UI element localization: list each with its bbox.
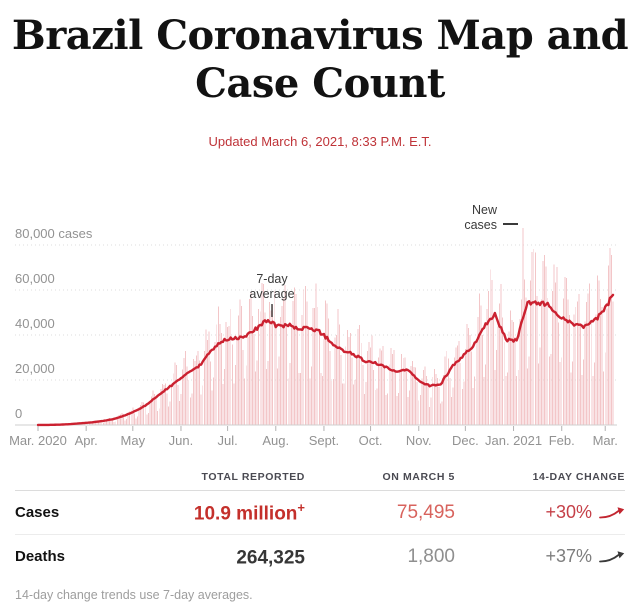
svg-text:40,000: 40,000 bbox=[15, 316, 55, 331]
svg-text:Aug.: Aug. bbox=[262, 433, 289, 448]
svg-text:Apr.: Apr. bbox=[75, 433, 98, 448]
cases-chart-container: 0 20,000 40,000 60,000 80,000 cases Mar. 2020… bbox=[0, 195, 640, 455]
svg-text:Jan. 2021: Jan. 2021 bbox=[485, 433, 542, 448]
svg-text:Nov.: Nov. bbox=[406, 433, 432, 448]
svg-text:cases: cases bbox=[464, 218, 497, 232]
page-title: Brazil Coronavirus Map and Case Count bbox=[0, 0, 640, 108]
y-axis-labels: 0 20,000 40,000 60,000 80,000 cases bbox=[15, 226, 93, 421]
deaths-14-day-change: +37% bbox=[455, 546, 625, 567]
cases-14-day-change: +30% bbox=[455, 502, 625, 523]
svg-text:20,000: 20,000 bbox=[15, 361, 55, 376]
svg-text:Sept.: Sept. bbox=[309, 433, 339, 448]
page-title-line-1: Brazil Coronavirus Map and bbox=[11, 12, 629, 59]
page-title-line-2: Case Count bbox=[195, 60, 445, 107]
svg-text:Feb.: Feb. bbox=[549, 433, 575, 448]
svg-text:80,000 cases: 80,000 cases bbox=[15, 226, 93, 241]
deaths-row-label: Deaths bbox=[15, 548, 66, 565]
svg-text:Mar.: Mar. bbox=[593, 433, 618, 448]
summary-table: TOTAL REPORTED ON MARCH 5 14-DAY CHANGE … bbox=[15, 465, 625, 578]
svg-text:Jul.: Jul. bbox=[217, 433, 237, 448]
deaths-total-value: 264,325 bbox=[236, 547, 305, 569]
svg-text:7-day: 7-day bbox=[256, 272, 288, 286]
deaths-on-date-value: 1,800 bbox=[407, 545, 455, 567]
svg-text:Oct.: Oct. bbox=[359, 433, 383, 448]
daily-cases-chart: 0 20,000 40,000 60,000 80,000 cases Mar. 2020… bbox=[9, 203, 618, 448]
updated-timestamp: Updated March 6, 2021, 8:33 P.M. E.T. bbox=[208, 134, 432, 149]
svg-text:Mar. 2020: Mar. 2020 bbox=[9, 433, 67, 448]
cases-total-plus: + bbox=[297, 499, 305, 515]
column-header-14-day-change: 14-DAY CHANGE bbox=[532, 471, 625, 483]
table-row-deaths: Deaths 264,325 1,800 +37% bbox=[15, 535, 625, 578]
svg-text:average: average bbox=[249, 287, 294, 301]
svg-text:0: 0 bbox=[15, 406, 22, 421]
x-axis-ticks bbox=[37, 426, 606, 431]
column-header-total-reported: TOTAL REPORTED bbox=[201, 471, 305, 483]
seven-day-average-line bbox=[36, 293, 615, 427]
svg-text:New: New bbox=[472, 203, 498, 217]
chart-footnote: 14-day change trends use 7-day averages. bbox=[15, 588, 253, 602]
trend-up-arrow-icon bbox=[599, 550, 625, 562]
new-cases-bars bbox=[53, 228, 614, 425]
svg-text:60,000: 60,000 bbox=[15, 271, 55, 286]
x-axis-labels: Mar. 2020 Apr. May Jun. Jul. Aug. Sept. Oct. Nov… bbox=[9, 433, 618, 448]
svg-text:May: May bbox=[121, 433, 146, 448]
svg-text:Jun.: Jun. bbox=[169, 433, 194, 448]
svg-text:Dec.: Dec. bbox=[452, 433, 479, 448]
summary-table-header-row: TOTAL REPORTED ON MARCH 5 14-DAY CHANGE bbox=[15, 465, 625, 491]
column-header-on-date: ON MARCH 5 bbox=[382, 471, 455, 483]
trend-up-arrow-icon bbox=[599, 506, 625, 518]
cases-on-date-value: 75,495 bbox=[396, 501, 455, 523]
cases-row-label: Cases bbox=[15, 504, 60, 521]
cases-total-value: 10.9 million+ bbox=[193, 499, 305, 525]
table-row-cases: Cases 10.9 million+ 75,495 +30% bbox=[15, 491, 625, 535]
